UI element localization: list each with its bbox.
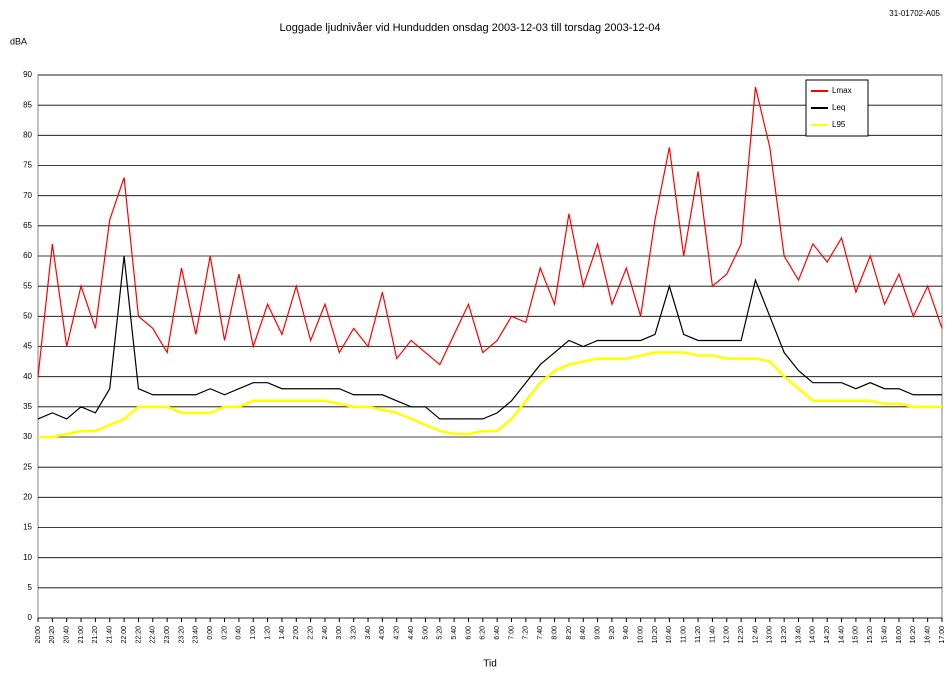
legend-label: Lmax — [832, 86, 852, 95]
x-tick-label: 5:20 — [437, 626, 444, 640]
x-tick-label: 0:00 — [207, 626, 214, 640]
x-tick-label: 7:40 — [537, 626, 544, 640]
x-tick-label: 14:20 — [824, 626, 831, 644]
y-tick-label: 85 — [23, 100, 32, 109]
y-tick-label: 25 — [23, 462, 32, 471]
x-tick-label: 10:20 — [652, 626, 659, 644]
x-tick-label: 7:00 — [508, 626, 515, 640]
y-tick-label: 70 — [23, 191, 32, 200]
x-tick-label: 0:20 — [221, 626, 228, 640]
x-tick-label: 9:00 — [594, 626, 601, 640]
y-tick-label: 80 — [23, 130, 32, 139]
x-tick-label: 12:40 — [752, 626, 759, 644]
y-tick-label: 65 — [23, 221, 32, 230]
x-tick-label: 5:00 — [422, 626, 429, 640]
x-tick-label: 2:40 — [322, 626, 329, 640]
x-tick-label: 0:40 — [236, 626, 243, 640]
chart-title: Loggade ljudnivåer vid Hundudden onsdag … — [279, 22, 660, 34]
x-tick-label: 6:20 — [480, 626, 487, 640]
x-tick-label: 4:20 — [394, 626, 401, 640]
x-tick-label: 21:20 — [92, 626, 99, 644]
series-line — [38, 351, 942, 439]
reference: 31-01702-A05 — [889, 9, 940, 18]
x-tick-label: 20:20 — [49, 626, 56, 644]
x-tick-label: 5:40 — [451, 626, 458, 640]
y-tick-label: 50 — [23, 311, 32, 320]
legend-label: Leq — [832, 103, 845, 112]
series-line — [37, 255, 942, 420]
y-tick-label: 60 — [23, 251, 32, 260]
x-tick-label: 6:00 — [465, 626, 472, 640]
x-tick-label: 13:20 — [781, 626, 788, 644]
x-tick-label: 8:00 — [551, 626, 558, 640]
x-tick-label: 11:20 — [695, 626, 702, 643]
x-tick-label: 10:00 — [638, 626, 645, 644]
y-tick-label: 75 — [23, 161, 32, 170]
x-tick-label: 21:00 — [78, 626, 85, 644]
x-tick-label: 23:20 — [178, 626, 185, 644]
x-axis-label: Tid — [483, 659, 497, 670]
x-tick-label: 6:40 — [494, 626, 501, 640]
x-tick-label: 10:40 — [666, 626, 673, 644]
x-tick-label: 13:00 — [767, 626, 774, 644]
x-tick-label: 8:40 — [580, 626, 587, 640]
x-tick-label: 3:20 — [351, 626, 358, 640]
x-tick-label: 20:00 — [35, 626, 42, 644]
y-tick-label: 30 — [23, 432, 32, 441]
x-tick-label: 9:40 — [623, 626, 630, 640]
y-tick-label: 0 — [28, 613, 33, 622]
x-tick-label: 9:20 — [609, 626, 616, 640]
x-tick-label: 20:40 — [64, 626, 71, 644]
x-tick-label: 8:20 — [566, 626, 573, 640]
y-tick-label: 15 — [23, 523, 32, 532]
legend-label: L95 — [832, 120, 846, 129]
y-tick-label: 20 — [23, 492, 32, 501]
x-tick-label: 3:00 — [336, 626, 343, 640]
x-tick-label: 15:40 — [881, 626, 888, 644]
x-tick-label: 16:00 — [896, 626, 903, 644]
x-tick-label: 22:20 — [135, 626, 142, 644]
x-tick-label: 23:40 — [193, 626, 200, 644]
x-tick-label: 17:00 — [939, 626, 946, 644]
x-tick-label: 21:40 — [107, 626, 114, 644]
y-tick-label: 35 — [23, 402, 32, 411]
x-tick-label: 12:20 — [738, 626, 745, 644]
x-tick-label: 14:40 — [838, 626, 845, 644]
x-tick-label: 4:00 — [379, 626, 386, 640]
y-axis-label: dBA — [10, 36, 27, 46]
x-tick-label: 3:40 — [365, 626, 372, 640]
x-tick-label: 14:00 — [810, 626, 817, 644]
x-tick-label: 1:20 — [264, 626, 271, 640]
y-tick-label: 55 — [23, 281, 32, 290]
y-tick-label: 40 — [23, 372, 32, 381]
x-tick-label: 16:40 — [924, 626, 931, 644]
y-tick-label: 90 — [23, 70, 32, 79]
x-tick-label: 1:40 — [279, 626, 286, 640]
x-tick-label: 1:00 — [250, 626, 257, 640]
x-tick-label: 15:20 — [867, 626, 874, 644]
x-tick-label: 11:40 — [709, 626, 716, 643]
x-tick-label: 23:00 — [164, 626, 171, 644]
y-tick-label: 10 — [23, 553, 32, 562]
y-tick-label: 5 — [28, 583, 33, 592]
x-tick-label: 15:00 — [853, 626, 860, 644]
x-tick-label: 11:00 — [681, 626, 688, 643]
x-tick-label: 2:20 — [307, 626, 314, 640]
x-tick-label: 4:40 — [408, 626, 415, 640]
x-tick-label: 2:00 — [293, 626, 300, 640]
x-tick-label: 22:00 — [121, 626, 128, 644]
y-tick-label: 45 — [23, 342, 32, 351]
x-tick-label: 22:40 — [150, 626, 157, 644]
x-tick-label: 7:20 — [523, 626, 530, 640]
x-tick-label: 16:20 — [910, 626, 917, 644]
x-tick-label: 13:40 — [795, 626, 802, 644]
series-line — [37, 86, 943, 377]
x-tick-label: 12:00 — [724, 626, 731, 644]
